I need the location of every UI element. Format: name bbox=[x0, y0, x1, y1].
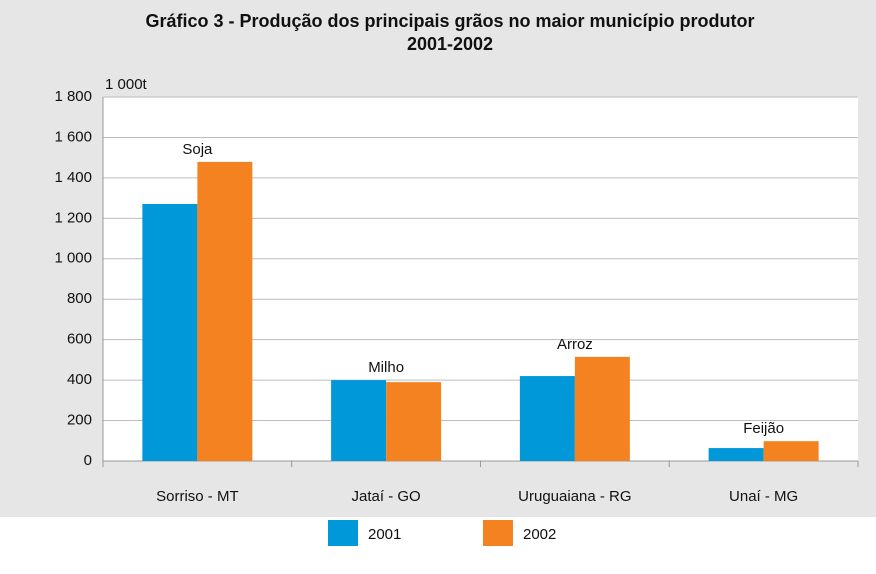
y-tick-label: 1 200 bbox=[54, 209, 92, 226]
y-tick-label: 200 bbox=[67, 412, 92, 429]
annotation: Arroz bbox=[557, 336, 593, 353]
x-tick-label: Uruguaiana - RG bbox=[518, 488, 631, 505]
legend-label: 2002 bbox=[523, 526, 556, 543]
bar bbox=[386, 382, 442, 461]
y-tick-label: 800 bbox=[67, 290, 92, 307]
bar bbox=[197, 161, 253, 461]
legend-label: 2001 bbox=[368, 526, 401, 543]
legend-swatch bbox=[328, 520, 358, 546]
chart-subtitle: 2001-2002 bbox=[407, 34, 493, 54]
y-tick-label: 0 bbox=[84, 452, 92, 469]
y-tick-label: 1 600 bbox=[54, 128, 92, 145]
annotation: Feijão bbox=[743, 420, 784, 437]
bar bbox=[331, 380, 387, 461]
bar bbox=[142, 203, 198, 461]
y-tick-label: 1 800 bbox=[54, 88, 92, 105]
y-tick-label: 1 400 bbox=[54, 169, 92, 186]
x-tick-label: Jataí - GO bbox=[352, 488, 421, 505]
x-tick-label: Unaí - MG bbox=[729, 488, 798, 505]
legend-swatch bbox=[483, 520, 513, 546]
annotation: Milho bbox=[368, 359, 404, 376]
bar bbox=[708, 448, 764, 461]
y-axis-label: 1 000t bbox=[105, 76, 148, 93]
chart-title: Gráfico 3 - Produção dos principais grão… bbox=[145, 11, 754, 31]
bar bbox=[574, 356, 630, 461]
y-tick-label: 600 bbox=[67, 331, 92, 348]
y-tick-label: 1 000 bbox=[54, 250, 92, 267]
bar bbox=[763, 441, 819, 461]
x-tick-label: Sorriso - MT bbox=[156, 488, 239, 505]
bar bbox=[519, 376, 575, 461]
annotation: Soja bbox=[182, 141, 213, 158]
y-tick-label: 400 bbox=[67, 371, 92, 388]
